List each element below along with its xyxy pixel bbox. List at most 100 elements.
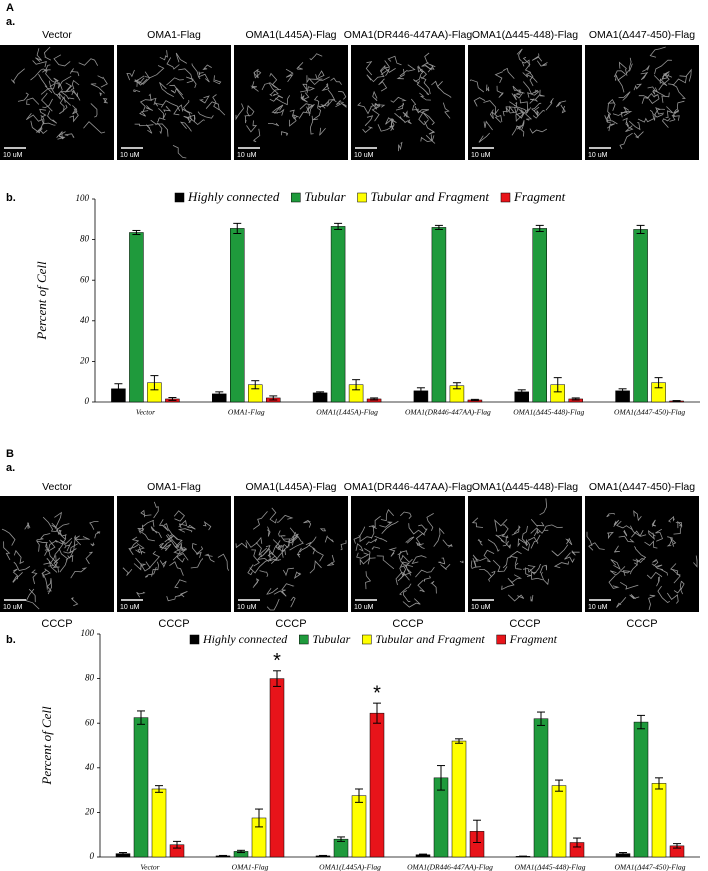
error-bar [237, 849, 245, 854]
mitochondrion [522, 81, 539, 95]
image-title: Vector [42, 481, 72, 493]
mitochondrion [276, 514, 294, 523]
mitochondrion [618, 535, 635, 543]
error-bar [137, 710, 145, 725]
error-bar [555, 779, 563, 792]
mitochondrion [385, 117, 394, 125]
mitochondrion [260, 544, 271, 558]
mitochondrion [530, 534, 541, 549]
mitochondrion [320, 98, 337, 109]
mitochondrion [395, 571, 405, 586]
mitochondrion [613, 545, 620, 553]
mitochondrion [522, 72, 538, 83]
y-tick-label: 100 [76, 193, 90, 203]
mitochondrion [509, 101, 518, 107]
mitochondrion [502, 540, 509, 547]
mitochondrion [514, 90, 522, 96]
error-bar [517, 389, 526, 395]
x-tick-label: Vector [136, 408, 155, 417]
mitochondrion [324, 535, 334, 543]
mitochondrion [94, 531, 101, 539]
mitochondrion [364, 548, 376, 559]
bar [133, 717, 149, 858]
mitochondrion [496, 85, 504, 98]
mitochondrion [290, 596, 296, 608]
mitochondrion [543, 524, 563, 531]
mitochondrion [376, 555, 395, 570]
mitochondrion [183, 100, 193, 114]
mitochondrion [436, 81, 452, 98]
mitochondrion [134, 123, 154, 127]
mitochondrion [42, 516, 57, 532]
mitochondrion [41, 92, 53, 112]
mitochondrion [55, 523, 70, 540]
mitochondria-texture [10, 46, 108, 140]
mitochondrion [59, 104, 68, 114]
mitochondrion [148, 550, 160, 569]
mitochondrion [652, 87, 659, 95]
mitochondrion [368, 515, 381, 528]
mitochondrion [607, 531, 614, 540]
mitochondrion [158, 542, 164, 548]
legend-swatch [189, 634, 200, 645]
mitochondrion [384, 60, 396, 73]
mitochondrion [181, 108, 192, 124]
micrograph [0, 496, 114, 612]
mitochondrion [472, 554, 486, 562]
mitochondrion [198, 73, 210, 83]
mitochondrion [483, 120, 493, 131]
mitochondrion [180, 546, 184, 551]
x-tick-label: OMA1(DR446-447AA)-Flag [407, 863, 493, 871]
mitochondrion [170, 539, 181, 561]
mitochondrion [25, 113, 43, 122]
mitochondrion [477, 538, 483, 546]
image-title: OMA1(L445A)-Flag [245, 29, 336, 41]
mitochondria-texture [586, 510, 698, 611]
mitochondrion [252, 578, 260, 588]
mitochondrion [51, 522, 60, 535]
mitochondrion [621, 570, 631, 577]
mitochondrion [613, 519, 620, 527]
mitochondrion [629, 594, 640, 600]
error-bar [672, 400, 681, 402]
mitochondrion [268, 122, 280, 127]
mitochondrion [424, 120, 436, 135]
mitochondrion [365, 61, 373, 76]
mitochondrion [651, 563, 663, 569]
mitochondrion [532, 110, 546, 119]
mitochondrion [289, 114, 299, 127]
mitochondrion [505, 107, 519, 114]
mitochondrion [191, 63, 201, 80]
mitochondrion [40, 122, 56, 128]
bar [551, 785, 567, 858]
mitochondrion [622, 117, 629, 127]
mitochondrion [487, 539, 500, 552]
mitochondrion [102, 97, 108, 104]
mitochondrion [440, 563, 451, 571]
mitochondrion [633, 546, 647, 558]
legend-swatch [357, 192, 367, 203]
mitochondrion [648, 94, 660, 104]
mitochondrion [269, 89, 282, 97]
scale-label: 10 uM [588, 152, 608, 159]
mitochondrion [57, 136, 66, 140]
micrograph [0, 45, 114, 160]
mitochondrion [529, 128, 547, 134]
y-tick-label: 20 [80, 355, 90, 365]
error-bar [255, 808, 263, 828]
mitochondrion [633, 83, 643, 91]
mitochondrion [613, 70, 626, 78]
mitochondrion [390, 118, 395, 131]
mitochondrion [13, 561, 31, 571]
mitochondrion [619, 132, 633, 150]
mitochondrion [608, 575, 620, 589]
legend-label: Tubular and Fragment [371, 189, 490, 204]
mitochondrion [381, 520, 399, 534]
mitochondrion [402, 598, 421, 608]
mitochondrion [26, 97, 40, 105]
sub-label: b. [6, 634, 16, 646]
mitochondrion [653, 75, 668, 87]
mitochondrion [486, 84, 490, 92]
x-tick-label: OMA1-Flag [232, 863, 269, 871]
mitochondrion [205, 101, 226, 116]
